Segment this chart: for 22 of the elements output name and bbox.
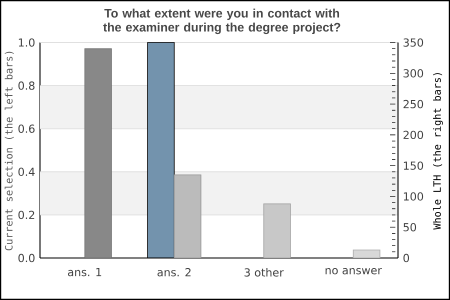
x-tick-label: ans. 1 bbox=[68, 268, 102, 276]
y-tick-label: 0.0 bbox=[18, 254, 35, 262]
y-tick-label: 1.0 bbox=[18, 38, 35, 47]
y2-tick-label: 0 bbox=[403, 254, 410, 262]
y2-tick-label: 150 bbox=[404, 161, 424, 170]
y2-axis-title: Whole LTH (the right bars) bbox=[432, 73, 443, 230]
y2-tick-label: 350 bbox=[404, 38, 424, 47]
x-tick-label: no answer bbox=[326, 268, 382, 274]
y2-tick-label: 50 bbox=[404, 223, 416, 232]
y-axis-title: Current selection (the left bars) bbox=[4, 52, 14, 250]
y2-tick-label: 100 bbox=[404, 192, 424, 201]
y2-tick-label: 200 bbox=[404, 130, 424, 140]
y-tick-label: 0.2 bbox=[18, 210, 34, 220]
y-tick-label: 0.6 bbox=[18, 124, 35, 133]
bar bbox=[84, 48, 112, 258]
y-tick-label: 0.8 bbox=[18, 81, 35, 90]
x-tick-label: 3 other bbox=[244, 268, 284, 277]
y2-tick-label: 250 bbox=[404, 100, 424, 108]
y-tick-label: 0.4 bbox=[18, 168, 35, 176]
x-tick-label: ans. 2 bbox=[158, 268, 191, 276]
chart-title: To what extent were you in contact with the examiner during the degree project? bbox=[103, 8, 340, 34]
y2-tick-label: 300 bbox=[404, 69, 424, 78]
